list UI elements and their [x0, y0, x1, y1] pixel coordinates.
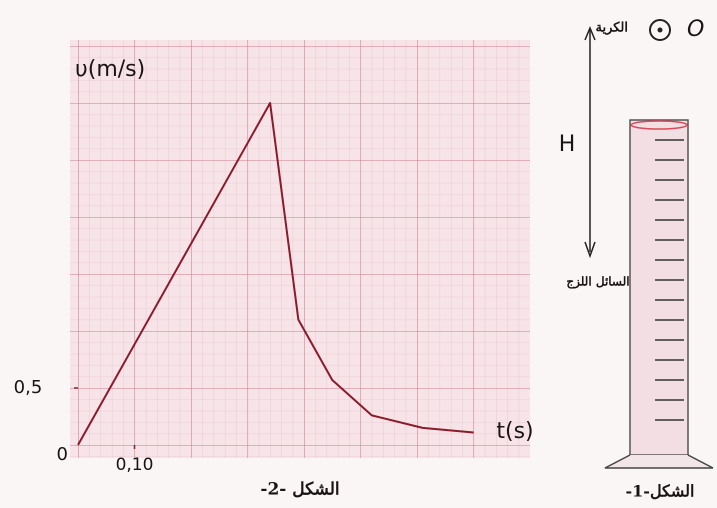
ball: [649, 19, 671, 41]
cylinder: [629, 119, 689, 456]
graduations: [655, 139, 684, 421]
chart-title: -الشكل -2: [260, 480, 339, 500]
arrow-heads: [584, 26, 596, 259]
x-axis-label: t(s): [496, 419, 533, 444]
y-axis-label: υ(m/s): [75, 57, 145, 82]
cylinder-caption: -الشكل-1: [626, 482, 695, 501]
point-label: O: [687, 17, 704, 42]
velocity-curve: [77, 102, 474, 446]
liquid-label: السائل اللزج: [566, 275, 629, 290]
height-label: H: [559, 132, 576, 157]
plot-paper: [70, 40, 530, 458]
cylinder-figure: O الكرية H السائل اللزج -الشكل-1: [559, 17, 714, 501]
cylinder-base: [604, 454, 714, 469]
x-tick-label: 0,10: [116, 455, 154, 475]
origin-label: 0: [57, 444, 68, 465]
liquid-surface: [630, 120, 688, 130]
ball-label: الكرية: [595, 21, 628, 36]
y-tick-label: 0,5: [14, 377, 43, 398]
ball-dot: [657, 27, 663, 33]
